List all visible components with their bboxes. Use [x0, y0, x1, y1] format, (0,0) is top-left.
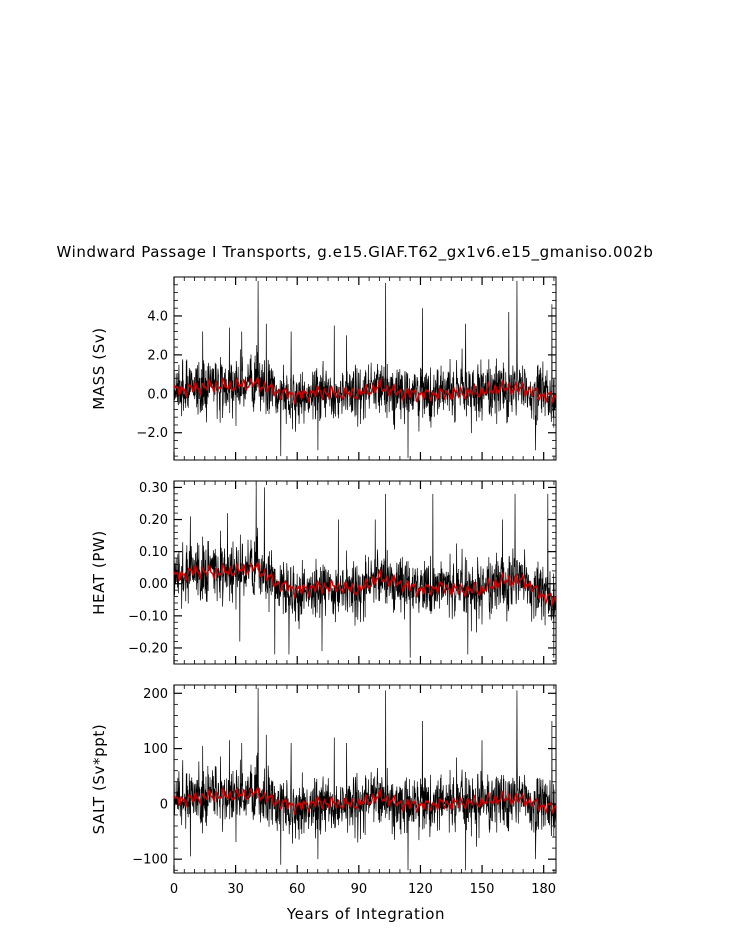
raw-series-line [174, 280, 556, 459]
y-tick-label: 4.0 [147, 309, 168, 324]
y-tick-label: 0.0 [147, 387, 168, 402]
x-tick-label: 180 [531, 882, 556, 897]
x-tick-label: 30 [227, 882, 244, 897]
raw-series-line [174, 687, 556, 871]
y-tick-label: −100 [132, 853, 168, 868]
panel-frame [173, 684, 557, 874]
y-tick-label: −0.20 [128, 641, 168, 656]
smoothed-series-line [174, 786, 556, 816]
x-tick-label: 150 [470, 882, 495, 897]
y-axis-label: MASS (Sv) [90, 327, 108, 410]
chart-title: Windward Passage I Transports, g.e15.GIA… [57, 243, 654, 262]
y-tick-label: 0.30 [139, 481, 168, 496]
y-tick-label: 100 [143, 742, 168, 757]
y-tick-label: 200 [143, 687, 168, 702]
x-tick-label: 60 [289, 882, 306, 897]
panel-1: −2.0 0.0 2.0 4.0 MASS (Sv) [90, 276, 557, 461]
y-tick-label: 0.20 [139, 513, 168, 528]
y-tick-label: −2.0 [136, 426, 168, 441]
y-tick-label: 0.00 [139, 577, 168, 592]
y-axis-label: HEAT (PW) [90, 530, 108, 615]
y-axis-label: SALT (Sv*ppt) [90, 724, 108, 835]
panel-frame [173, 276, 557, 461]
y-tick-label: 0 [160, 797, 168, 812]
y-tick-label: 2.0 [147, 348, 168, 363]
x-tick-label: 90 [351, 882, 368, 897]
x-axis-label: Years of Integration [286, 905, 445, 923]
panel-2: −0.20 −0.10 0.00 0.10 0.20 0.30 HEAT (PW) [90, 480, 557, 665]
panel-3: −100 0 100 200 SALT (Sv*ppt) [90, 684, 557, 874]
panels: −2.0 0.0 2.0 4.0 MASS (Sv) −0.20 −0.10 0.00 0.10… [90, 276, 557, 897]
smoothed-series-line [174, 376, 556, 406]
x-tick-label: 120 [408, 882, 433, 897]
smoothed-series-line [174, 561, 556, 606]
y-tick-label: 0.10 [139, 545, 168, 560]
x-tick-label: 0 [170, 882, 178, 897]
y-tick-label: −0.10 [128, 609, 168, 624]
